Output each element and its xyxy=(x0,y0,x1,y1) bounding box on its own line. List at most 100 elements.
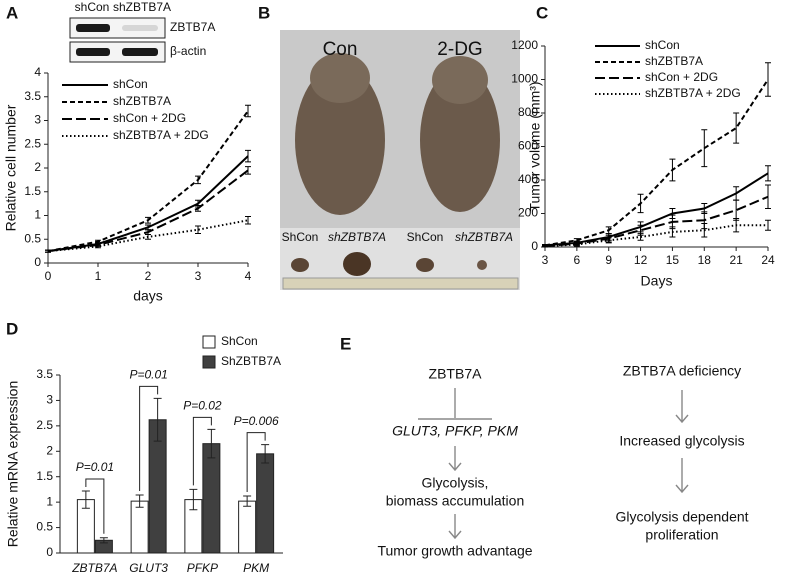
error-bar xyxy=(207,428,216,459)
p-value: P=0.02 xyxy=(183,399,222,413)
error-bar xyxy=(245,166,251,175)
bar xyxy=(256,453,275,554)
bar xyxy=(202,443,221,554)
error-bar xyxy=(261,444,270,464)
error-bar xyxy=(135,494,144,508)
error-bar xyxy=(669,226,676,238)
x-tick-label: 18 xyxy=(698,253,712,267)
x-tick-label: 1 xyxy=(95,269,102,283)
node: Glycolysis dependent xyxy=(615,509,748,525)
y-tick-label: 800 xyxy=(518,105,538,119)
legend-label: shCon xyxy=(645,38,680,52)
y-tick-label: 3 xyxy=(46,393,53,407)
error-bar xyxy=(45,249,51,253)
y-axis-label: Tumor volume (mm³) xyxy=(527,81,543,211)
legend-label: ShZBTB7A xyxy=(221,354,281,368)
x-tick-label: ZBTB7A xyxy=(71,561,117,575)
x-tick-label: 12 xyxy=(634,253,648,267)
p-value: P=0.01 xyxy=(76,460,114,474)
photo-lane: shZBTB7A xyxy=(455,230,513,244)
panel-letter: D xyxy=(6,319,18,338)
y-tick-label: 2 xyxy=(34,160,41,174)
error-bar xyxy=(195,225,201,235)
legend-label: shCon + 2DG xyxy=(645,70,718,84)
tumor xyxy=(416,258,434,272)
legend-label: shZBTB7A xyxy=(645,54,703,68)
blot-row: ZBTB7A xyxy=(170,20,215,34)
x-tick-label: PKM xyxy=(243,561,269,575)
y-axis-label: Relative cell number xyxy=(3,104,19,231)
legend-label: shCon xyxy=(113,77,148,91)
error-bar xyxy=(95,244,101,249)
series-line xyxy=(544,224,768,248)
error-bar xyxy=(637,233,644,241)
y-tick-label: 1 xyxy=(34,208,41,222)
y-tick-label: 3.5 xyxy=(36,367,53,381)
node: biomass accumulation xyxy=(386,493,525,509)
x-tick-label: 6 xyxy=(574,253,581,267)
bar xyxy=(238,500,257,554)
ruler xyxy=(282,277,519,290)
error-bar xyxy=(605,226,612,235)
p-value: P=0.01 xyxy=(129,368,167,382)
error-bar xyxy=(99,537,108,544)
panel-letter: A xyxy=(6,3,18,22)
x-tick-label: 2 xyxy=(145,269,152,283)
y-tick-label: 0 xyxy=(46,545,53,559)
y-tick-label: 0 xyxy=(34,255,41,269)
photo-label: Con xyxy=(323,39,358,60)
arrow xyxy=(448,446,462,472)
y-tick-label: 4 xyxy=(34,65,41,79)
y-tick-label: 1200 xyxy=(511,38,538,52)
series-line xyxy=(544,78,769,247)
mouse xyxy=(420,68,500,212)
band xyxy=(76,48,110,56)
error-bar xyxy=(243,495,252,507)
node: Glycolysis, xyxy=(422,475,489,491)
error-bar xyxy=(669,158,676,182)
error-bar xyxy=(637,193,644,214)
panel-letter: E xyxy=(340,334,351,353)
node: ZBTB7A deficiency xyxy=(623,363,741,379)
photo-label: 2-DG xyxy=(437,39,482,60)
photo-lane: shZBTB7A xyxy=(328,230,386,244)
y-tick-label: 2 xyxy=(46,443,53,457)
tumor xyxy=(477,260,487,270)
y-tick-label: 0.5 xyxy=(24,231,41,245)
y-tick-label: 400 xyxy=(518,172,538,186)
band xyxy=(76,24,110,32)
y-tick-label: 0.5 xyxy=(36,520,53,534)
error-bar xyxy=(765,62,771,97)
legend-label: ShCon xyxy=(221,334,258,348)
x-tick-label: GLUT3 xyxy=(129,561,168,575)
x-tick-label: 24 xyxy=(761,253,775,267)
arrow xyxy=(675,458,689,494)
y-tick-label: 1 xyxy=(46,494,53,508)
legend-swatch xyxy=(202,335,216,349)
legend-label: shZBTB7A + 2DG xyxy=(645,86,741,100)
x-tick-label: 21 xyxy=(729,253,743,267)
blot: shCon shZBTB7A ZBTB7A β-actin xyxy=(69,0,215,63)
node: Tumor growth advantage xyxy=(377,543,532,559)
error-bar xyxy=(145,216,151,224)
panel-letter: B xyxy=(258,3,270,22)
x-tick-label: 0 xyxy=(45,269,52,283)
error-bar xyxy=(195,175,201,185)
y-tick-label: 0 xyxy=(531,239,538,253)
error-bar xyxy=(245,215,251,225)
arrow xyxy=(675,390,689,424)
x-axis-label: days xyxy=(133,288,163,304)
tumor xyxy=(343,252,371,276)
error-bar xyxy=(542,244,548,248)
bracket xyxy=(192,416,212,486)
blot-lane: shCon xyxy=(75,0,110,14)
x-tick-label: PFKP xyxy=(187,561,218,575)
x-tick-label: 4 xyxy=(245,269,252,283)
photo-lane: ShCon xyxy=(407,230,444,244)
error-bar xyxy=(195,205,201,212)
arrow xyxy=(448,514,462,540)
band xyxy=(122,25,158,31)
photo: Con 2-DG ShCon shZBTB7A ShCon shZBTB7A xyxy=(280,30,520,290)
x-tick-label: 3 xyxy=(195,269,202,283)
